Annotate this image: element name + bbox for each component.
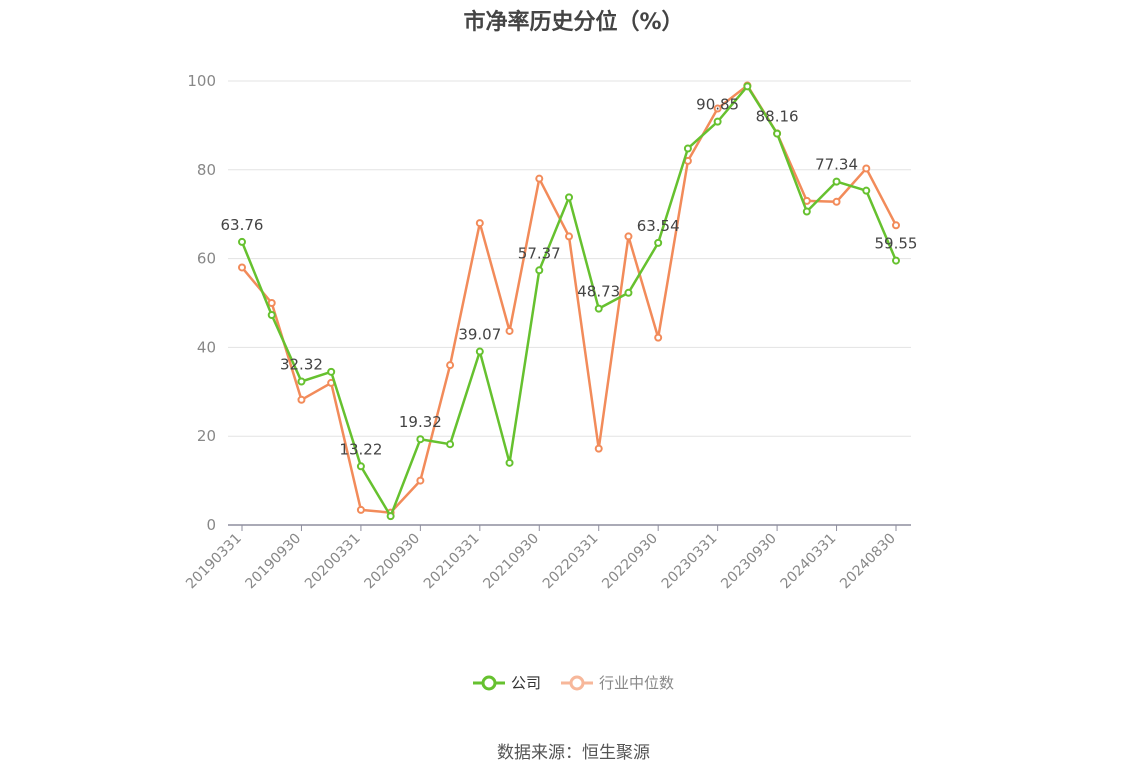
- y-tick-label: 100: [187, 72, 216, 90]
- data-point-industry: [594, 444, 603, 453]
- data-label: 48.73: [577, 283, 620, 301]
- axis-layer: 0 20 40 60 80 100 2019033120190930202003312020…: [183, 72, 911, 592]
- data-point-company: [683, 144, 692, 153]
- data-point-industry: [356, 505, 365, 514]
- x-tick-label: 20240331: [778, 531, 840, 593]
- data-point-company: [297, 377, 306, 386]
- data-label: 57.37: [518, 244, 561, 262]
- data-point-industry: [832, 197, 841, 206]
- x-tick-label: 20200331: [302, 531, 364, 593]
- data-point-company: [238, 237, 246, 246]
- x-tick-label: 20230930: [718, 531, 780, 593]
- data-label: 63.76: [221, 216, 264, 234]
- data-point-company: [862, 186, 871, 195]
- data-point-company: [446, 440, 455, 449]
- chart-title: 市净率历史分位（%）: [463, 10, 684, 35]
- y-tick-label: 0: [206, 516, 216, 534]
- legend-item-company[interactable]: 公司: [472, 672, 541, 693]
- data-point-company: [416, 435, 425, 444]
- legend-marker-icon-industry: [561, 675, 593, 690]
- grid-layer: [228, 80, 911, 437]
- data-label: 13.22: [339, 440, 382, 458]
- data-label: 32.32: [280, 355, 323, 373]
- series-layer: [238, 81, 900, 521]
- data-point-industry: [416, 476, 425, 485]
- data-point-industry: [565, 232, 573, 241]
- data-label: 19.32: [399, 413, 442, 431]
- x-tick-label: 20190930: [243, 531, 305, 593]
- data-point-industry: [238, 263, 246, 272]
- data-label: 39.07: [458, 326, 501, 344]
- data-point-company: [356, 462, 365, 471]
- data-point-company: [802, 207, 811, 216]
- data-point-company: [624, 288, 633, 297]
- data-label: 90.85: [696, 96, 739, 114]
- data-point-company: [475, 347, 484, 356]
- legend-marker-icon-company: [472, 675, 505, 690]
- x-tick-label: 20210930: [480, 531, 542, 593]
- data-point-company: [654, 238, 663, 247]
- x-tick-label: 20220930: [599, 531, 661, 593]
- data-point-industry: [862, 164, 871, 173]
- data-point-industry: [267, 299, 276, 307]
- data-point-company: [773, 129, 782, 138]
- x-tick-label: 20230331: [659, 531, 721, 593]
- data-point-industry: [654, 333, 663, 342]
- x-tick-label: 20190331: [183, 531, 245, 593]
- data-point-industry: [505, 326, 514, 335]
- source-note: 数据来源：恒生聚源: [497, 743, 650, 763]
- data-point-industry: [446, 361, 455, 370]
- data-point-company: [743, 82, 752, 91]
- legend: 公司 行业中位数: [0, 672, 1147, 693]
- x-tick-label: 20220331: [540, 531, 602, 593]
- data-point-industry: [892, 221, 900, 230]
- x-tick-label: 20210331: [421, 531, 483, 593]
- data-point-industry: [535, 174, 544, 183]
- data-point-company: [892, 256, 900, 265]
- y-tick-label: 60: [197, 250, 216, 268]
- data-point-industry: [713, 104, 722, 113]
- data-point-company: [535, 266, 544, 275]
- y-tick-label: 80: [197, 161, 216, 179]
- data-point-company: [505, 458, 514, 467]
- data-point-company: [267, 310, 276, 319]
- data-label: 59.55: [875, 235, 918, 253]
- data-label: 77.34: [815, 156, 858, 174]
- data-point-industry: [624, 232, 633, 241]
- data-label: 63.54: [637, 217, 680, 235]
- data-point-industry: [475, 219, 484, 228]
- data-point-company: [386, 512, 395, 521]
- data-point-company: [832, 177, 841, 186]
- data-point-company: [327, 367, 336, 376]
- data-point-industry: [297, 395, 306, 404]
- data-point-company: [565, 193, 573, 202]
- data-label: 88.16: [756, 108, 799, 126]
- x-tick-label: 20240830: [837, 531, 899, 593]
- legend-item-industry[interactable]: 行业中位数: [561, 672, 674, 693]
- data-point-company: [713, 117, 722, 126]
- legend-label-company: 公司: [510, 674, 541, 692]
- y-tick-label: 20: [197, 427, 216, 445]
- label-layer: 63.76 32.32 13.22 19.32 39.07 57.37 48.73 63.54…: [221, 96, 918, 459]
- x-tick-label: 20200930: [361, 531, 423, 593]
- data-point-company: [594, 304, 603, 313]
- y-tick-label: 40: [197, 338, 216, 356]
- legend-label-industry: 行业中位数: [599, 674, 675, 692]
